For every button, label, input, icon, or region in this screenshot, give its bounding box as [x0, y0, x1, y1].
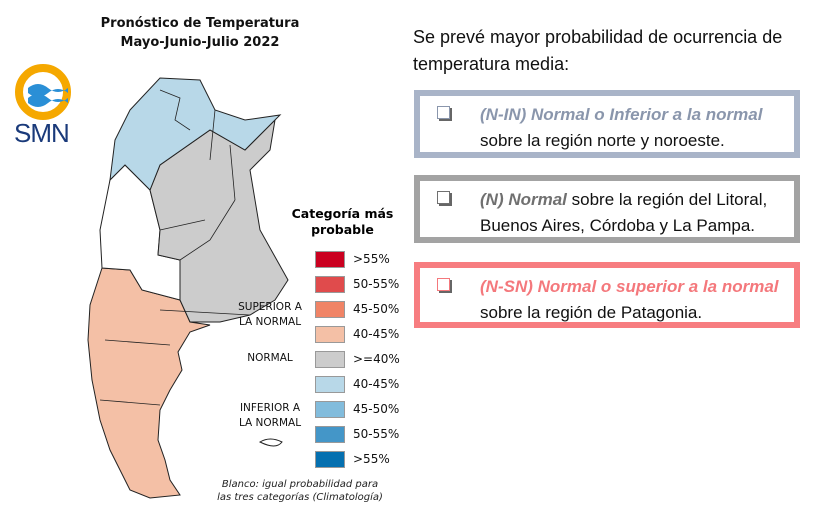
argentina-map — [87, 77, 289, 499]
legend-label: >55% — [353, 452, 390, 466]
legend-title: Categoría más probable — [285, 206, 400, 238]
legend-title-line: Categoría más — [291, 206, 394, 221]
summary-box-north: (N-IN) Normal o Inferior a la normal sob… — [414, 90, 800, 158]
group-label: LA NORMAL — [238, 316, 302, 328]
group-label: SUPERIOR A — [238, 301, 302, 313]
legend-swatch — [315, 451, 345, 468]
legend-label: >=40% — [353, 352, 400, 366]
map-title: Pronóstico de Temperatura Mayo-Junio-Jul… — [80, 14, 320, 52]
intro-text: Se prevé mayor probabilidad de ocurrenci… — [413, 27, 783, 74]
checkbox-bullet-icon — [437, 278, 450, 291]
group-label: LA NORMAL — [238, 417, 302, 429]
legend-label: 45-50% — [353, 402, 400, 416]
summary-box-center: (N) Normal sobre la región del Litoral, … — [414, 175, 800, 243]
legend-label: 40-45% — [353, 377, 400, 391]
smn-logo — [15, 64, 71, 120]
legend-group-normal: NORMAL — [225, 351, 315, 366]
logo-text: SMN — [14, 118, 70, 148]
footnote-line: las tres categorías (Climatología) — [217, 492, 383, 503]
summary-highlight: (N-SN) Normal o superior a la normal — [480, 277, 779, 296]
title-line: Mayo-Junio-Julio 2022 — [120, 35, 280, 50]
legend-label: >55% — [353, 252, 390, 266]
map-footnote: Blanco: igual probabilidad para las tres… — [200, 478, 400, 504]
title-line: Pronóstico de Temperatura — [100, 16, 300, 31]
legend-swatch — [315, 351, 345, 368]
summary-highlight: (N-IN) Normal o Inferior a la normal — [480, 105, 763, 124]
summary-box-patagonia: (N-SN) Normal o superior a la normal sob… — [414, 262, 800, 328]
legend-swatch — [315, 276, 345, 293]
legend-label: 40-45% — [353, 327, 400, 341]
legend-label: 50-55% — [353, 277, 400, 291]
legend-swatch — [315, 426, 345, 443]
legend-label: 50-55% — [353, 427, 400, 441]
summary-text: sobre la región de Patagonia. — [480, 303, 703, 322]
summary-text: sobre la región del Litoral, Buenos Aire… — [480, 190, 768, 235]
checkbox-bullet-icon — [437, 191, 450, 204]
legend-swatch — [315, 251, 345, 268]
legend-group-superior: SUPERIOR A LA NORMAL — [225, 300, 315, 330]
legend-swatch — [315, 401, 345, 418]
summary-text: sobre la región norte y noroeste. — [480, 131, 725, 150]
legend-group-inferior: INFERIOR A LA NORMAL — [225, 401, 315, 431]
legend-label: 45-50% — [353, 302, 400, 316]
summary-highlight: (N) Normal — [480, 190, 567, 209]
legend-swatch — [315, 326, 345, 343]
legend-title-line: probable — [311, 222, 374, 237]
region-below-normal — [109, 77, 282, 191]
checkbox-bullet-icon — [437, 106, 450, 119]
legend-swatch — [315, 376, 345, 393]
legend-swatch — [315, 301, 345, 318]
malvinas-islands — [258, 438, 283, 447]
footnote-line: Blanco: igual probabilidad para — [221, 479, 379, 490]
group-label: NORMAL — [247, 352, 293, 364]
group-label: INFERIOR A — [239, 402, 301, 414]
